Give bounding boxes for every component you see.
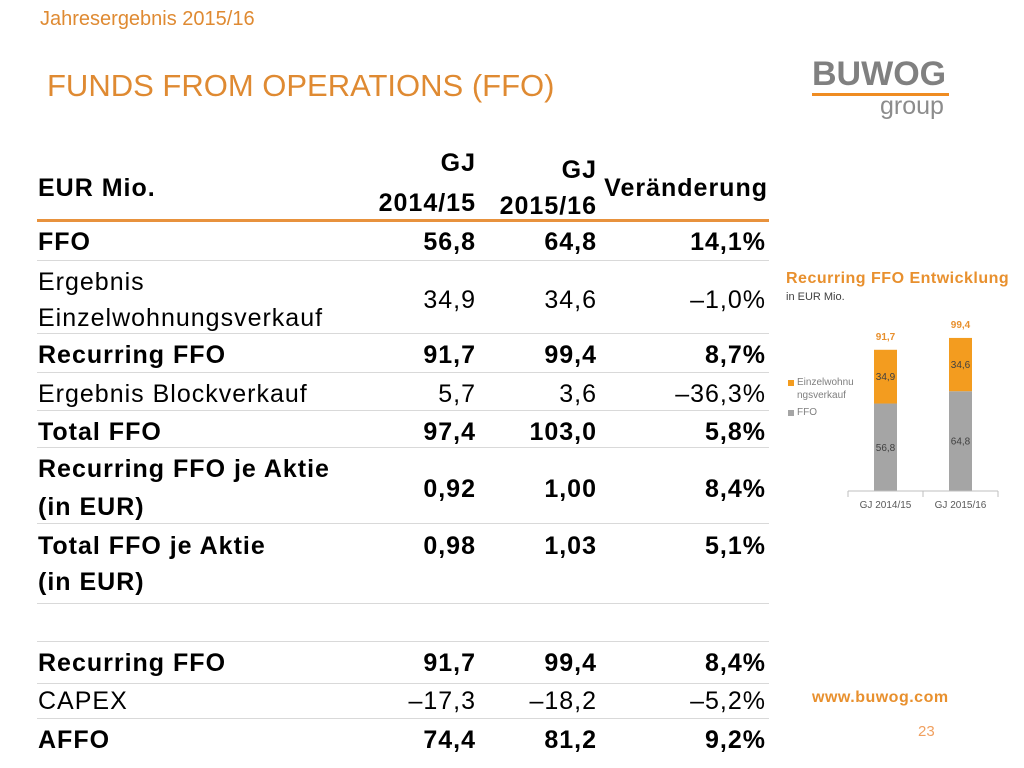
header-col3: Veränderung <box>604 174 768 202</box>
total-label-0: 91,7 <box>876 332 896 343</box>
total-label-1: 99,4 <box>951 320 971 331</box>
page-title: FUNDS FROM OPERATIONS (FFO) <box>47 68 555 103</box>
row-label: Total FFO <box>38 418 162 446</box>
header-rule <box>37 219 769 222</box>
row-label-line2: (in EUR) <box>38 568 145 596</box>
value-gj-2014-15: 0,92 <box>423 475 476 503</box>
value-veraenderung: 8,7% <box>705 341 766 369</box>
row-label: CAPEX <box>38 687 128 715</box>
header-col1-line1: GJ <box>440 149 476 177</box>
table-header: EUR Mio. GJ 2014/15 GJ 2015/16 Veränderu… <box>37 0 769 222</box>
value-gj-2014-15: 97,4 <box>423 418 476 446</box>
bar-einzelwohnungsverkauf-0 <box>874 349 897 404</box>
value-gj-2014-15: –17,3 <box>408 687 476 715</box>
header-col2-line2: 2015/16 <box>499 192 597 220</box>
data-label-ffo-0: 56,8 <box>876 443 896 454</box>
data-label-ffo-1: 64,8 <box>951 437 971 448</box>
table-row-ffo: FFO 56,8 64,8 14,1% <box>37 224 769 261</box>
header-col2-line1: GJ <box>561 156 597 184</box>
page-number: 23 <box>918 723 935 740</box>
table-row-recurring-ffo: Recurring FFO 91,7 99,4 8,7% <box>37 334 769 373</box>
value-gj-2015-16: 1,00 <box>544 475 597 503</box>
value-veraenderung: 9,2% <box>705 726 766 754</box>
chart-plot: 56,8 34,9 91,7 GJ 2014/15 64,8 34,6 99,4 GJ 201… <box>847 320 999 511</box>
value-gj-2015-16: 34,6 <box>544 286 597 314</box>
value-gj-2015-16: 64,8 <box>544 228 597 256</box>
legend-label: Einzelwohnungsverkauf <box>797 377 854 401</box>
value-veraenderung: 8,4% <box>705 649 766 677</box>
value-gj-2014-15: 91,7 <box>423 649 476 677</box>
value-gj-2015-16: 99,4 <box>544 649 597 677</box>
logo-orange-rule <box>812 93 949 96</box>
value-gj-2014-15: 34,9 <box>423 286 476 314</box>
data-label-einzelwohnungsverkauf-1: 34,6 <box>951 360 971 371</box>
legend-label: FFO <box>797 407 817 418</box>
row-label-line2: Einzelwohnungsverkauf <box>38 304 324 332</box>
bar-ffo-1 <box>949 391 972 491</box>
value-gj-2014-15: 5,7 <box>438 380 476 408</box>
legend-swatch <box>788 380 794 386</box>
chart-title: Recurring FFO Entwicklung <box>786 270 1010 287</box>
table-row-affo: AFFO 74,4 81,2 9,2% <box>37 719 769 759</box>
logo-wordmark: BUWOG <box>812 55 947 93</box>
row-label-line1: Total FFO je Aktie <box>38 532 266 560</box>
value-veraenderung: –36,3% <box>675 380 766 408</box>
chart-subtitle: in EUR Mio. <box>786 291 845 303</box>
value-gj-2014-15: 74,4 <box>423 726 476 754</box>
value-gj-2014-15: 91,7 <box>423 341 476 369</box>
row-label: AFFO <box>38 726 111 754</box>
value-gj-2015-16: –18,2 <box>529 687 597 715</box>
x-tick-label-1: GJ 2015/16 <box>935 500 987 511</box>
row-label: FFO <box>38 228 91 256</box>
value-gj-2015-16: 81,2 <box>544 726 597 754</box>
header-col1-line2: 2014/15 <box>378 189 476 217</box>
table-row-ergebnis-einzelwohnungsverkauf: Ergebnis Einzelwohnungsverkauf 34,9 34,6… <box>37 261 769 334</box>
value-veraenderung: –1,0% <box>690 286 766 314</box>
value-gj-2015-16: 3,6 <box>559 380 597 408</box>
value-veraenderung: –5,2% <box>690 687 766 715</box>
row-label: Recurring FFO <box>38 649 227 677</box>
legend-item: Einzelwohnungsverkauf <box>788 376 860 402</box>
value-gj-2015-16: 103,0 <box>529 418 597 446</box>
value-gj-2014-15: 56,8 <box>423 228 476 256</box>
legend-swatch <box>788 410 794 416</box>
row-label-line1: Ergebnis <box>38 268 145 296</box>
value-gj-2014-15: 0,98 <box>423 532 476 560</box>
bar-einzelwohnungsverkauf-1 <box>949 337 972 392</box>
value-gj-2015-16: 1,03 <box>544 532 597 560</box>
table-row-recurring-ffo-affo-section: Recurring FFO 91,7 99,4 8,4% <box>37 642 769 684</box>
x-tick-label-0: GJ 2014/15 <box>860 500 912 511</box>
row-label: Ergebnis Blockverkauf <box>38 380 308 408</box>
value-gj-2015-16: 99,4 <box>544 341 597 369</box>
website-url: www.buwog.com <box>812 689 949 706</box>
table-row-recurring-ffo-je-aktie: Recurring FFO je Aktie (in EUR) 0,92 1,0… <box>37 448 769 524</box>
table-row-total-ffo-je-aktie: Total FFO je Aktie (in EUR) 0,98 1,03 5,… <box>37 524 769 604</box>
logo-group-text: group <box>880 92 944 120</box>
section-subtitle: Jahresergebnis 2015/16 <box>40 8 255 30</box>
row-label-line2: (in EUR) <box>38 493 145 521</box>
data-label-einzelwohnungsverkauf-0: 34,9 <box>876 372 896 383</box>
value-veraenderung: 14,1% <box>690 228 766 256</box>
bar-ffo-0 <box>874 403 897 491</box>
table-row-capex: CAPEX –17,3 –18,2 –5,2% <box>37 684 769 719</box>
table-row-empty <box>37 604 769 642</box>
chart-legend: Einzelwohnungsverkauf FFO <box>788 376 860 419</box>
row-label-line1: Recurring FFO je Aktie <box>38 455 330 483</box>
value-veraenderung: 5,8% <box>705 418 766 446</box>
table-row-ergebnis-blockverkauf: Ergebnis Blockverkauf 5,7 3,6 –36,3% <box>37 373 769 411</box>
value-veraenderung: 8,4% <box>705 475 766 503</box>
header-unit-label: EUR Mio. <box>38 174 156 202</box>
value-veraenderung: 5,1% <box>705 532 766 560</box>
row-label: Recurring FFO <box>38 341 227 369</box>
legend-item: FFO <box>788 406 860 419</box>
table-row-total-ffo: Total FFO 97,4 103,0 5,8% <box>37 411 769 448</box>
